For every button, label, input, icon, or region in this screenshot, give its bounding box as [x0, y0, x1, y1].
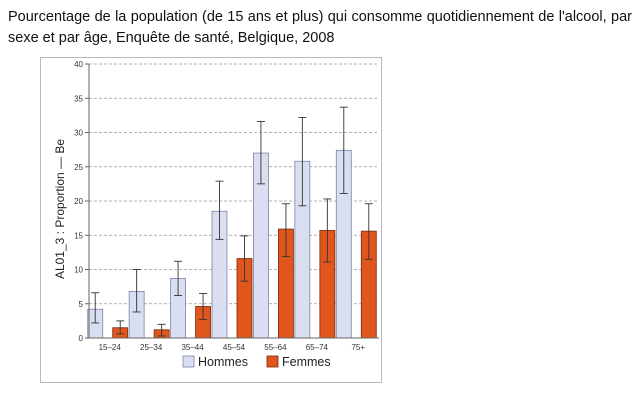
axes: 0 5 10 15 20 25 30 35 40 15–24 25–34 35–44 45–54 55–6…	[74, 60, 379, 352]
y-tick-label: 25	[74, 163, 83, 172]
y-tick-label: 15	[74, 231, 83, 240]
x-tick-label: 35–44	[181, 343, 204, 352]
legend-label-hommes: Hommes	[198, 355, 248, 369]
x-tick-label: 65–74	[306, 343, 329, 352]
legend: Hommes Femmes	[182, 355, 331, 369]
y-tick-label: 0	[79, 334, 84, 343]
y-tick-label: 40	[74, 60, 83, 69]
chart-frame: 0 5 10 15 20 25 30 35 40 15–24 25–34 35–44 45–54 55–6…	[40, 57, 382, 383]
y-tick-label: 5	[79, 300, 84, 309]
x-tick-label: 55–64	[264, 343, 287, 352]
gridlines	[89, 63, 379, 305]
y-axis-label: AL01_3 : Proportion — Be	[53, 139, 67, 279]
legend-swatch-hommes	[182, 355, 195, 368]
legend-swatch-femmes	[266, 355, 279, 368]
error-bars	[91, 106, 373, 337]
chart-svg: 0 5 10 15 20 25 30 35 40 15–24 25–34 35–44 45–54 55–6…	[53, 60, 379, 369]
x-tick-label: 75+	[351, 343, 365, 352]
x-tick-label: 45–54	[223, 343, 246, 352]
y-tick-label: 35	[74, 94, 83, 103]
x-tick-label: 15–24	[99, 343, 122, 352]
y-tick-label: 20	[74, 197, 83, 206]
y-tick-label: 30	[74, 129, 83, 138]
legend-label-femmes: Femmes	[282, 355, 331, 369]
x-tick-label: 25–34	[140, 343, 163, 352]
bars	[87, 149, 377, 339]
y-tick-label: 10	[74, 266, 83, 275]
chart-caption: Pourcentage de la population (de 15 ans …	[8, 9, 632, 46]
